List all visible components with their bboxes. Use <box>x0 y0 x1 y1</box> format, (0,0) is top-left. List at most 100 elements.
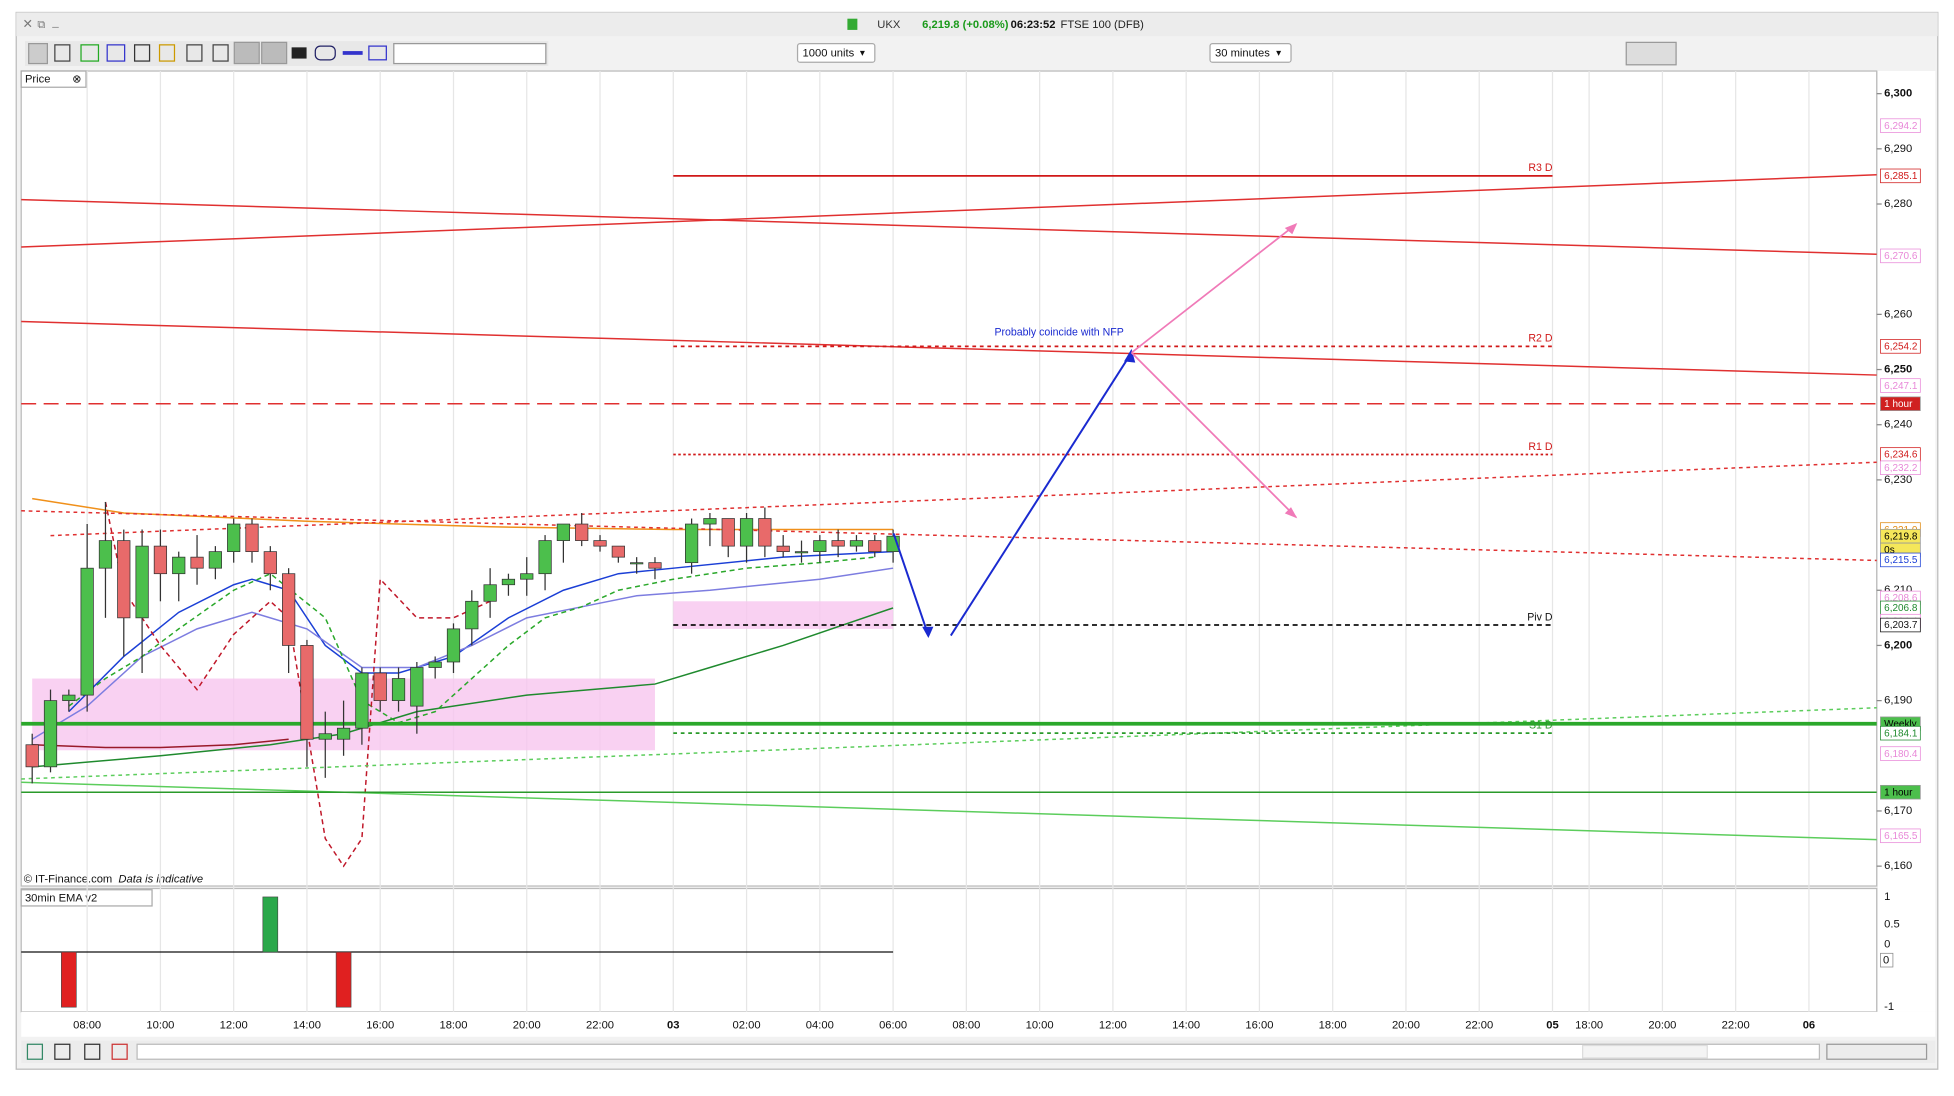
units-select[interactable] <box>796 42 876 63</box>
x-tick-label: 02:00 <box>733 1020 761 1032</box>
x-tick-label: 10:00 <box>146 1020 174 1032</box>
x-tick-label: 10:00 <box>1026 1020 1054 1032</box>
x-tick-label: 12:00 <box>220 1020 248 1032</box>
x-tick-label: 20:00 <box>513 1020 541 1032</box>
chart-type-button[interactable] <box>1625 41 1677 66</box>
candle-body <box>208 551 222 569</box>
indicator-line <box>50 461 1877 537</box>
tool-button[interactable] <box>26 1043 44 1060</box>
price-tag-label: 6,270.6 <box>1884 251 1918 262</box>
candle-body <box>794 551 809 554</box>
candle-body <box>868 540 882 553</box>
price-tag-label: 6,180.4 <box>1884 749 1918 760</box>
minimize-icon[interactable]: _ <box>51 16 59 28</box>
candle-body <box>135 545 149 619</box>
y-tick-label: 6,160 <box>1884 860 1912 872</box>
x-tick-label: 22:00 <box>586 1020 614 1032</box>
level-label: S1 D <box>1529 719 1553 731</box>
projection-arrow <box>892 533 930 636</box>
candle-body <box>227 523 241 553</box>
dropdown-arrow[interactable]: ▾ <box>1276 48 1281 59</box>
title-bar <box>16 12 1938 37</box>
arrow-head <box>1284 223 1298 235</box>
candle-body <box>336 727 351 740</box>
interval[interactable]: 30 minutes <box>1215 48 1270 60</box>
trend-tool[interactable] <box>233 41 260 65</box>
shape-tool[interactable] <box>314 45 336 61</box>
x-tick-label: 22:00 <box>1722 1020 1750 1032</box>
indicator-line <box>32 607 894 768</box>
price-tag-label: 6,219.8 <box>1884 531 1918 542</box>
y-tick-label: 0.5 <box>1884 918 1900 930</box>
fib-tool[interactable] <box>106 44 126 62</box>
price-tag-label: 6,232.2 <box>1884 463 1918 474</box>
candle-body <box>685 523 699 564</box>
candle-body <box>739 518 754 547</box>
restore-icon[interactable]: ⧉ <box>37 19 45 31</box>
tool-button[interactable] <box>111 1043 128 1060</box>
channel-tool[interactable] <box>261 41 288 65</box>
time-axis <box>21 1011 1936 1037</box>
price-tag-label: 1 hour <box>1884 399 1913 410</box>
delete-tool[interactable] <box>212 44 229 62</box>
tool-button[interactable] <box>54 1043 71 1060</box>
candle-body <box>300 645 314 740</box>
price-tag-label: 6,285.1 <box>1884 171 1918 182</box>
tools-tool[interactable] <box>186 44 203 62</box>
scrollbar[interactable] <box>136 1043 1821 1060</box>
indicator-bar <box>61 951 77 1008</box>
hline-tool[interactable] <box>342 51 363 55</box>
x-tick-label: 14:00 <box>1172 1020 1200 1032</box>
dropdown-arrow[interactable]: ▾ <box>860 48 865 59</box>
candle-body <box>776 545 790 553</box>
indicator-line <box>21 510 1877 562</box>
candle-body <box>465 600 479 630</box>
price-tag-label: 6,234.6 <box>1884 450 1918 461</box>
y-tick-label: 1 <box>1884 891 1890 903</box>
indicator-bar <box>262 896 279 953</box>
candle-body <box>758 518 772 547</box>
interval-select[interactable] <box>1209 42 1292 63</box>
clock: 06:23:52 <box>1011 19 1056 31</box>
panel-tab <box>20 70 87 88</box>
units[interactable]: 1000 units <box>803 48 855 60</box>
candle-body <box>428 661 442 668</box>
indicator-line <box>32 738 289 749</box>
candle-body <box>373 672 387 701</box>
instrument: FTSE 100 (DFB) <box>1060 19 1144 31</box>
line-tool[interactable] <box>80 44 100 62</box>
pointer-tool[interactable] <box>28 42 48 65</box>
alert-tool[interactable] <box>158 44 176 62</box>
scroll-thumb[interactable] <box>1582 1044 1708 1059</box>
candle-body <box>117 540 131 619</box>
close-icon[interactable]: ✕ <box>22 17 32 31</box>
y-tick-label: 6,200 <box>1884 639 1912 651</box>
candle-body <box>593 540 607 547</box>
symbol-icon <box>847 18 858 30</box>
zoom-tool[interactable] <box>54 44 71 62</box>
text-tool[interactable] <box>133 44 151 62</box>
last-value: 0 <box>1883 955 1889 967</box>
x-tick-label: 22:00 <box>1465 1020 1493 1032</box>
candle-body <box>190 556 204 569</box>
zoom-buttons[interactable] <box>1826 1043 1928 1060</box>
candle-body <box>245 523 259 553</box>
panel-close[interactable]: ⊗ <box>72 74 81 86</box>
price-tag <box>1880 248 1921 264</box>
arrow-tool[interactable] <box>291 47 307 59</box>
y-tick-label: 6,240 <box>1884 419 1912 431</box>
ray-tool[interactable] <box>368 45 387 61</box>
price-tag-label: 6,206.8 <box>1884 603 1918 614</box>
price-tag <box>1880 168 1921 184</box>
price-panel <box>20 70 1878 887</box>
price-tag-label: 6,215.5 <box>1884 555 1918 566</box>
tool-button[interactable] <box>84 1043 101 1060</box>
symbol[interactable]: UKX <box>877 19 901 31</box>
x-tick-label: 18:00 <box>1319 1020 1347 1032</box>
candle-body <box>153 545 168 575</box>
candle-body <box>813 540 827 553</box>
arrow-head <box>1284 507 1298 519</box>
price-tag <box>1880 552 1921 568</box>
color-palette[interactable] <box>393 42 547 65</box>
